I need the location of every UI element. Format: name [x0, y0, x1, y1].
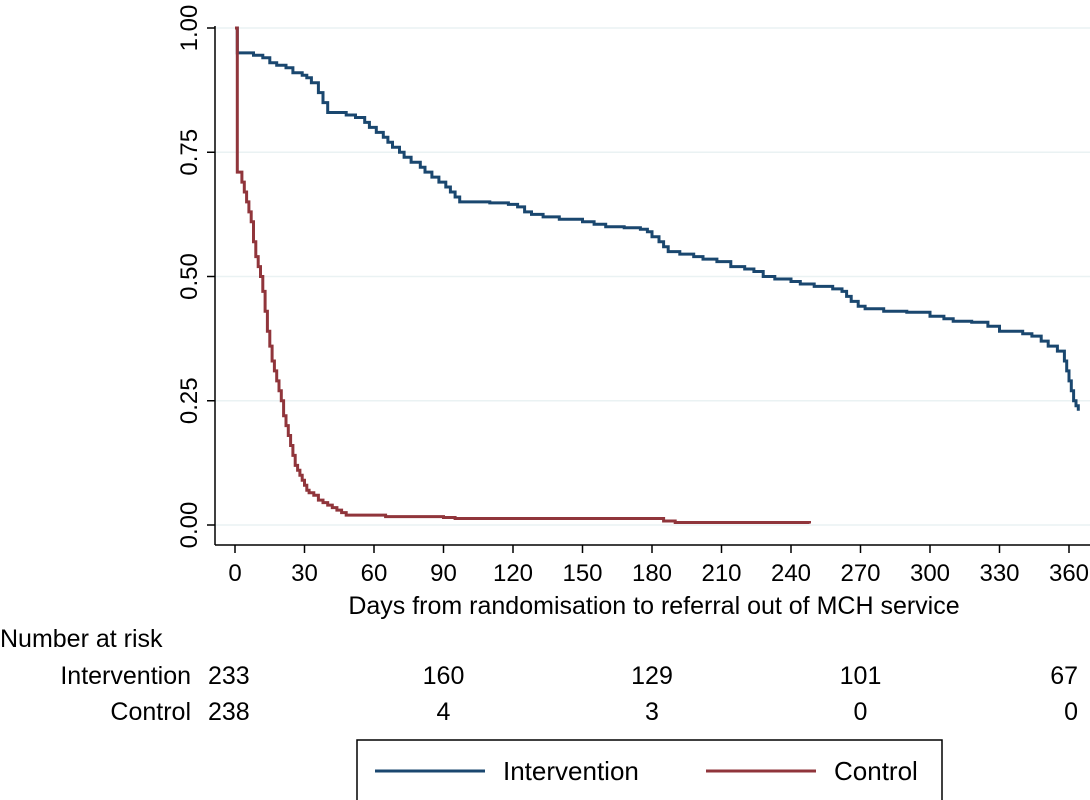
risk-value: 129	[631, 662, 673, 690]
grid-lines	[215, 27, 1090, 526]
risk-value: 4	[437, 698, 451, 726]
y-tick-label: 1.00	[176, 5, 203, 52]
risk-table-title: Number at risk	[0, 625, 163, 653]
risk-row-label: Intervention	[60, 662, 191, 690]
y-tick-label: 0.75	[176, 129, 203, 176]
series-line-intervention	[235, 26, 1080, 411]
x-tick-label: 30	[291, 560, 318, 587]
risk-value: 101	[840, 662, 882, 690]
axes: 0.00 0.25 0.50 0.75 1.00 0 30 60 90 120 150 180 210 2…	[176, 5, 1090, 587]
risk-value: 0	[1064, 698, 1078, 726]
series-line-control	[235, 26, 811, 524]
legend: Intervention Control	[356, 739, 943, 800]
risk-value: 67	[1050, 662, 1078, 690]
x-tick-label: 120	[493, 560, 533, 587]
axis-labels: Days from randomisation to referral out …	[348, 592, 959, 620]
x-tick-label: 300	[910, 560, 950, 587]
risk-value: 0	[854, 698, 868, 726]
x-tick-label: 60	[361, 560, 388, 587]
y-tick-label: 0.50	[176, 253, 203, 300]
x-tick-label: 210	[701, 560, 741, 587]
x-tick-label: 150	[562, 560, 602, 587]
risk-value: 160	[423, 662, 465, 690]
series-lines	[235, 26, 1080, 524]
risk-value: 3	[645, 698, 659, 726]
x-tick-label: 90	[430, 560, 457, 587]
risk-value: 238	[208, 698, 250, 726]
x-tick-label: 0	[228, 560, 241, 587]
risk-value: 233	[208, 662, 250, 690]
y-tick-label: 0.00	[176, 502, 203, 549]
x-tick-label: 180	[632, 560, 672, 587]
risk-row-label: Control	[110, 698, 191, 726]
x-axis-title: Days from randomisation to referral out …	[348, 592, 959, 620]
x-tick-label: 270	[840, 560, 880, 587]
x-tick-label: 330	[979, 560, 1019, 587]
legend-label-control: Control	[834, 756, 918, 786]
y-tick-label: 0.25	[176, 377, 203, 424]
legend-label-intervention: Intervention	[503, 756, 639, 786]
risk-table: Number at risk Intervention 233 160 129 101 6…	[0, 625, 1078, 726]
x-tick-label: 360	[1049, 560, 1089, 587]
x-tick-label: 240	[771, 560, 811, 587]
